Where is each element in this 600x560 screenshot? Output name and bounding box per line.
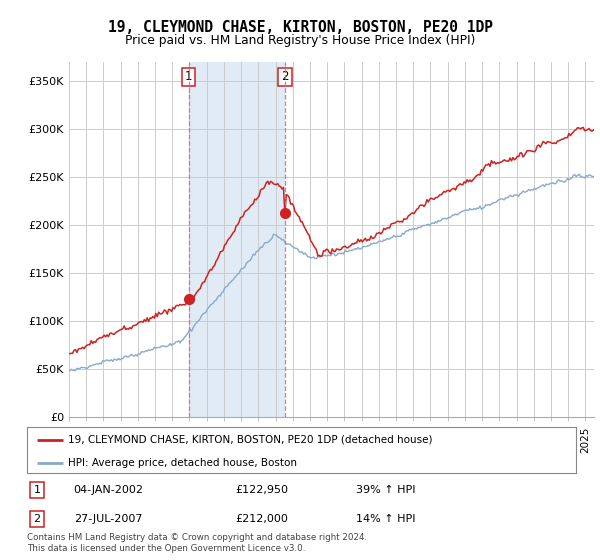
Text: 19, CLEYMOND CHASE, KIRTON, BOSTON, PE20 1DP: 19, CLEYMOND CHASE, KIRTON, BOSTON, PE20… xyxy=(107,20,493,35)
Bar xyxy=(189,62,285,417)
Text: 39% ↑ HPI: 39% ↑ HPI xyxy=(356,485,416,495)
Text: Price paid vs. HM Land Registry's House Price Index (HPI): Price paid vs. HM Land Registry's House … xyxy=(125,34,475,46)
Text: 2: 2 xyxy=(281,71,289,83)
Text: 14% ↑ HPI: 14% ↑ HPI xyxy=(356,514,416,524)
Text: 1: 1 xyxy=(34,485,41,495)
Text: 19, CLEYMOND CHASE, KIRTON, BOSTON, PE20 1DP (detached house): 19, CLEYMOND CHASE, KIRTON, BOSTON, PE20… xyxy=(68,435,433,445)
Text: 27-JUL-2007: 27-JUL-2007 xyxy=(74,514,142,524)
Text: HPI: Average price, detached house, Boston: HPI: Average price, detached house, Bost… xyxy=(68,458,297,468)
Text: 1: 1 xyxy=(185,71,193,83)
Text: Contains HM Land Registry data © Crown copyright and database right 2024.
This d: Contains HM Land Registry data © Crown c… xyxy=(27,533,367,553)
Text: 2: 2 xyxy=(34,514,41,524)
Text: 04-JAN-2002: 04-JAN-2002 xyxy=(74,485,143,495)
Text: £122,950: £122,950 xyxy=(236,485,289,495)
Text: £212,000: £212,000 xyxy=(236,514,289,524)
